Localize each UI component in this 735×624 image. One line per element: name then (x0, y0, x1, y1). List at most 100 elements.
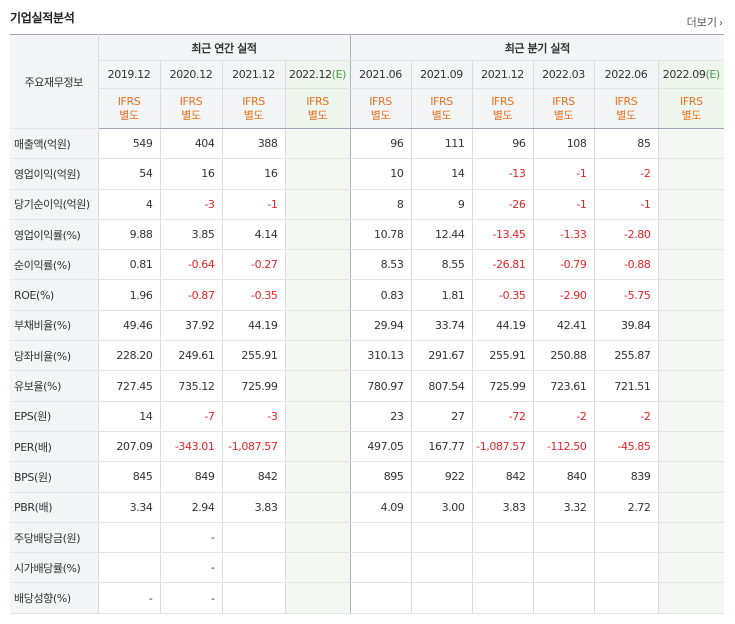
table-cell: 1.81 (410, 279, 472, 311)
table-cell (284, 400, 350, 432)
table-cell (349, 582, 411, 614)
table-cell: -26 (471, 189, 533, 220)
ifrs-badge: IFRS 별도 (221, 88, 285, 129)
table-cell: 839 (593, 461, 658, 493)
table-cell (410, 582, 472, 614)
table-cell (657, 340, 725, 372)
table-cell: -112.50 (532, 431, 594, 463)
table-cell: 96 (471, 128, 533, 160)
table-cell (471, 521, 533, 554)
table-cell: -13 (471, 158, 533, 190)
table-row: 매출액(억원) 549 404 388 96 111 96 108 85 (10, 128, 725, 160)
more-link[interactable]: 더보기 › (687, 14, 723, 30)
table-cell (410, 552, 472, 584)
table-cell: 845 (97, 461, 160, 493)
period-label: 2022.12 (288, 68, 332, 81)
table-cell: 4 (97, 189, 160, 220)
table-cell: 291.67 (410, 340, 472, 372)
table-cell (97, 552, 160, 584)
table-cell (657, 249, 725, 281)
table-cell (532, 552, 594, 584)
table-row: 순이익률(%) 0.81 -0.64 -0.27 8.53 8.55 -26.81 -0.79… (10, 249, 725, 281)
table-cell (284, 249, 350, 281)
row-label: 순이익률(%) (10, 249, 98, 281)
table-row: 영업이익률(%) 9.88 3.85 4.14 10.78 12.44 -13.45 -1.3… (10, 218, 725, 251)
table-cell (349, 521, 411, 554)
table-cell: 3.00 (410, 492, 472, 523)
basis-label: 별도 (370, 108, 391, 122)
row-label: 유보율(%) (10, 370, 98, 402)
table-cell (657, 431, 725, 463)
table-cell: 108 (532, 128, 594, 160)
table-cell: -343.01 (159, 431, 222, 463)
table-cell (657, 552, 725, 584)
table-cell: 10.78 (349, 218, 411, 251)
table-cell: 723.61 (532, 370, 594, 402)
table-cell: 895 (349, 461, 411, 493)
period-header: 2021.12 (471, 60, 533, 89)
table-cell: -3 (159, 189, 222, 220)
period-label: 2021.12 (232, 68, 275, 81)
more-link-label: 더보기 (686, 16, 717, 29)
period-label: 2020.12 (169, 68, 213, 81)
table-cell (410, 521, 472, 554)
table-cell: 310.13 (349, 340, 411, 372)
table-row: 부채비율(%) 49.46 37.92 44.19 29.94 33.74 44.19 42.… (10, 309, 725, 342)
table-cell (284, 340, 350, 372)
ifrs-label: IFRS (242, 94, 265, 108)
period-label: 2019.12 (107, 68, 151, 81)
table-cell (657, 461, 725, 493)
period-header: 2020.12 (159, 60, 222, 89)
table-cell (593, 552, 658, 584)
ifrs-label: IFRS (306, 94, 329, 108)
table-cell: 725.99 (221, 370, 285, 402)
table-cell: -26.81 (471, 249, 533, 281)
table-row: BPS(원) 845 849 842 895 922 842 840 839 (10, 461, 725, 493)
chevron-right-icon: › (719, 18, 723, 29)
section-title: 기업실적분석 (10, 11, 75, 25)
table-cell: 23 (349, 400, 411, 432)
table-cell: 404 (159, 128, 222, 160)
table-row: 당좌비율(%) 228.20 249.61 255.91 310.13 291.67 255… (10, 340, 725, 372)
table-cell: 3.85 (159, 218, 222, 251)
table-cell (284, 431, 350, 463)
table-cell: 85 (593, 128, 658, 160)
table-cell: 16 (221, 158, 285, 190)
table-row: ROE(%) 1.96 -0.87 -0.35 0.83 1.81 -0.35 -2.90 -5… (10, 279, 725, 311)
table-cell: - (97, 582, 160, 614)
table-cell (284, 370, 350, 402)
table-cell: 497.05 (349, 431, 411, 463)
table-cell: 12.44 (410, 218, 472, 251)
corner-header: 주요재무정보 (10, 34, 98, 129)
table-cell (657, 189, 725, 220)
table-cell (284, 552, 350, 584)
basis-label: 별도 (119, 108, 139, 122)
row-label: 배당성향(%) (10, 582, 98, 614)
table-cell: 33.74 (410, 309, 472, 342)
row-label: 부채비율(%) (10, 309, 98, 342)
basis-label: 별도 (181, 108, 201, 122)
table-cell: 842 (221, 461, 285, 493)
table-cell: 1.96 (97, 279, 160, 311)
row-label: 당좌비율(%) (10, 340, 98, 372)
table-cell (657, 370, 725, 402)
table-cell: 2.72 (593, 492, 658, 523)
table-row: PER(배) 207.09 -343.01 -1,087.57 497.05 167.77… (10, 431, 725, 463)
table-cell (221, 521, 285, 554)
period-label: 2022.09 (662, 68, 706, 81)
table-row: 주당배당금(원) - (10, 521, 725, 554)
table-cell: -72 (471, 400, 533, 432)
table-cell: 3.32 (532, 492, 594, 523)
table-cell (657, 279, 725, 311)
ifrs-badge: IFRS 별도 (471, 88, 533, 129)
ifrs-label: IFRS (117, 94, 141, 108)
table-cell: 388 (221, 128, 285, 160)
table-cell: -45.85 (593, 431, 658, 463)
financial-summary-table: 주요재무정보 최근 연간 실적 최근 분기 실적 2019.12 2020.12 2… (10, 34, 725, 614)
table-cell: -13.45 (471, 218, 533, 251)
table-cell: 4.14 (221, 218, 285, 251)
table-cell (657, 158, 725, 190)
table-cell: 721.51 (593, 370, 658, 402)
table-cell (657, 400, 725, 432)
table-cell: 2.94 (159, 492, 222, 523)
